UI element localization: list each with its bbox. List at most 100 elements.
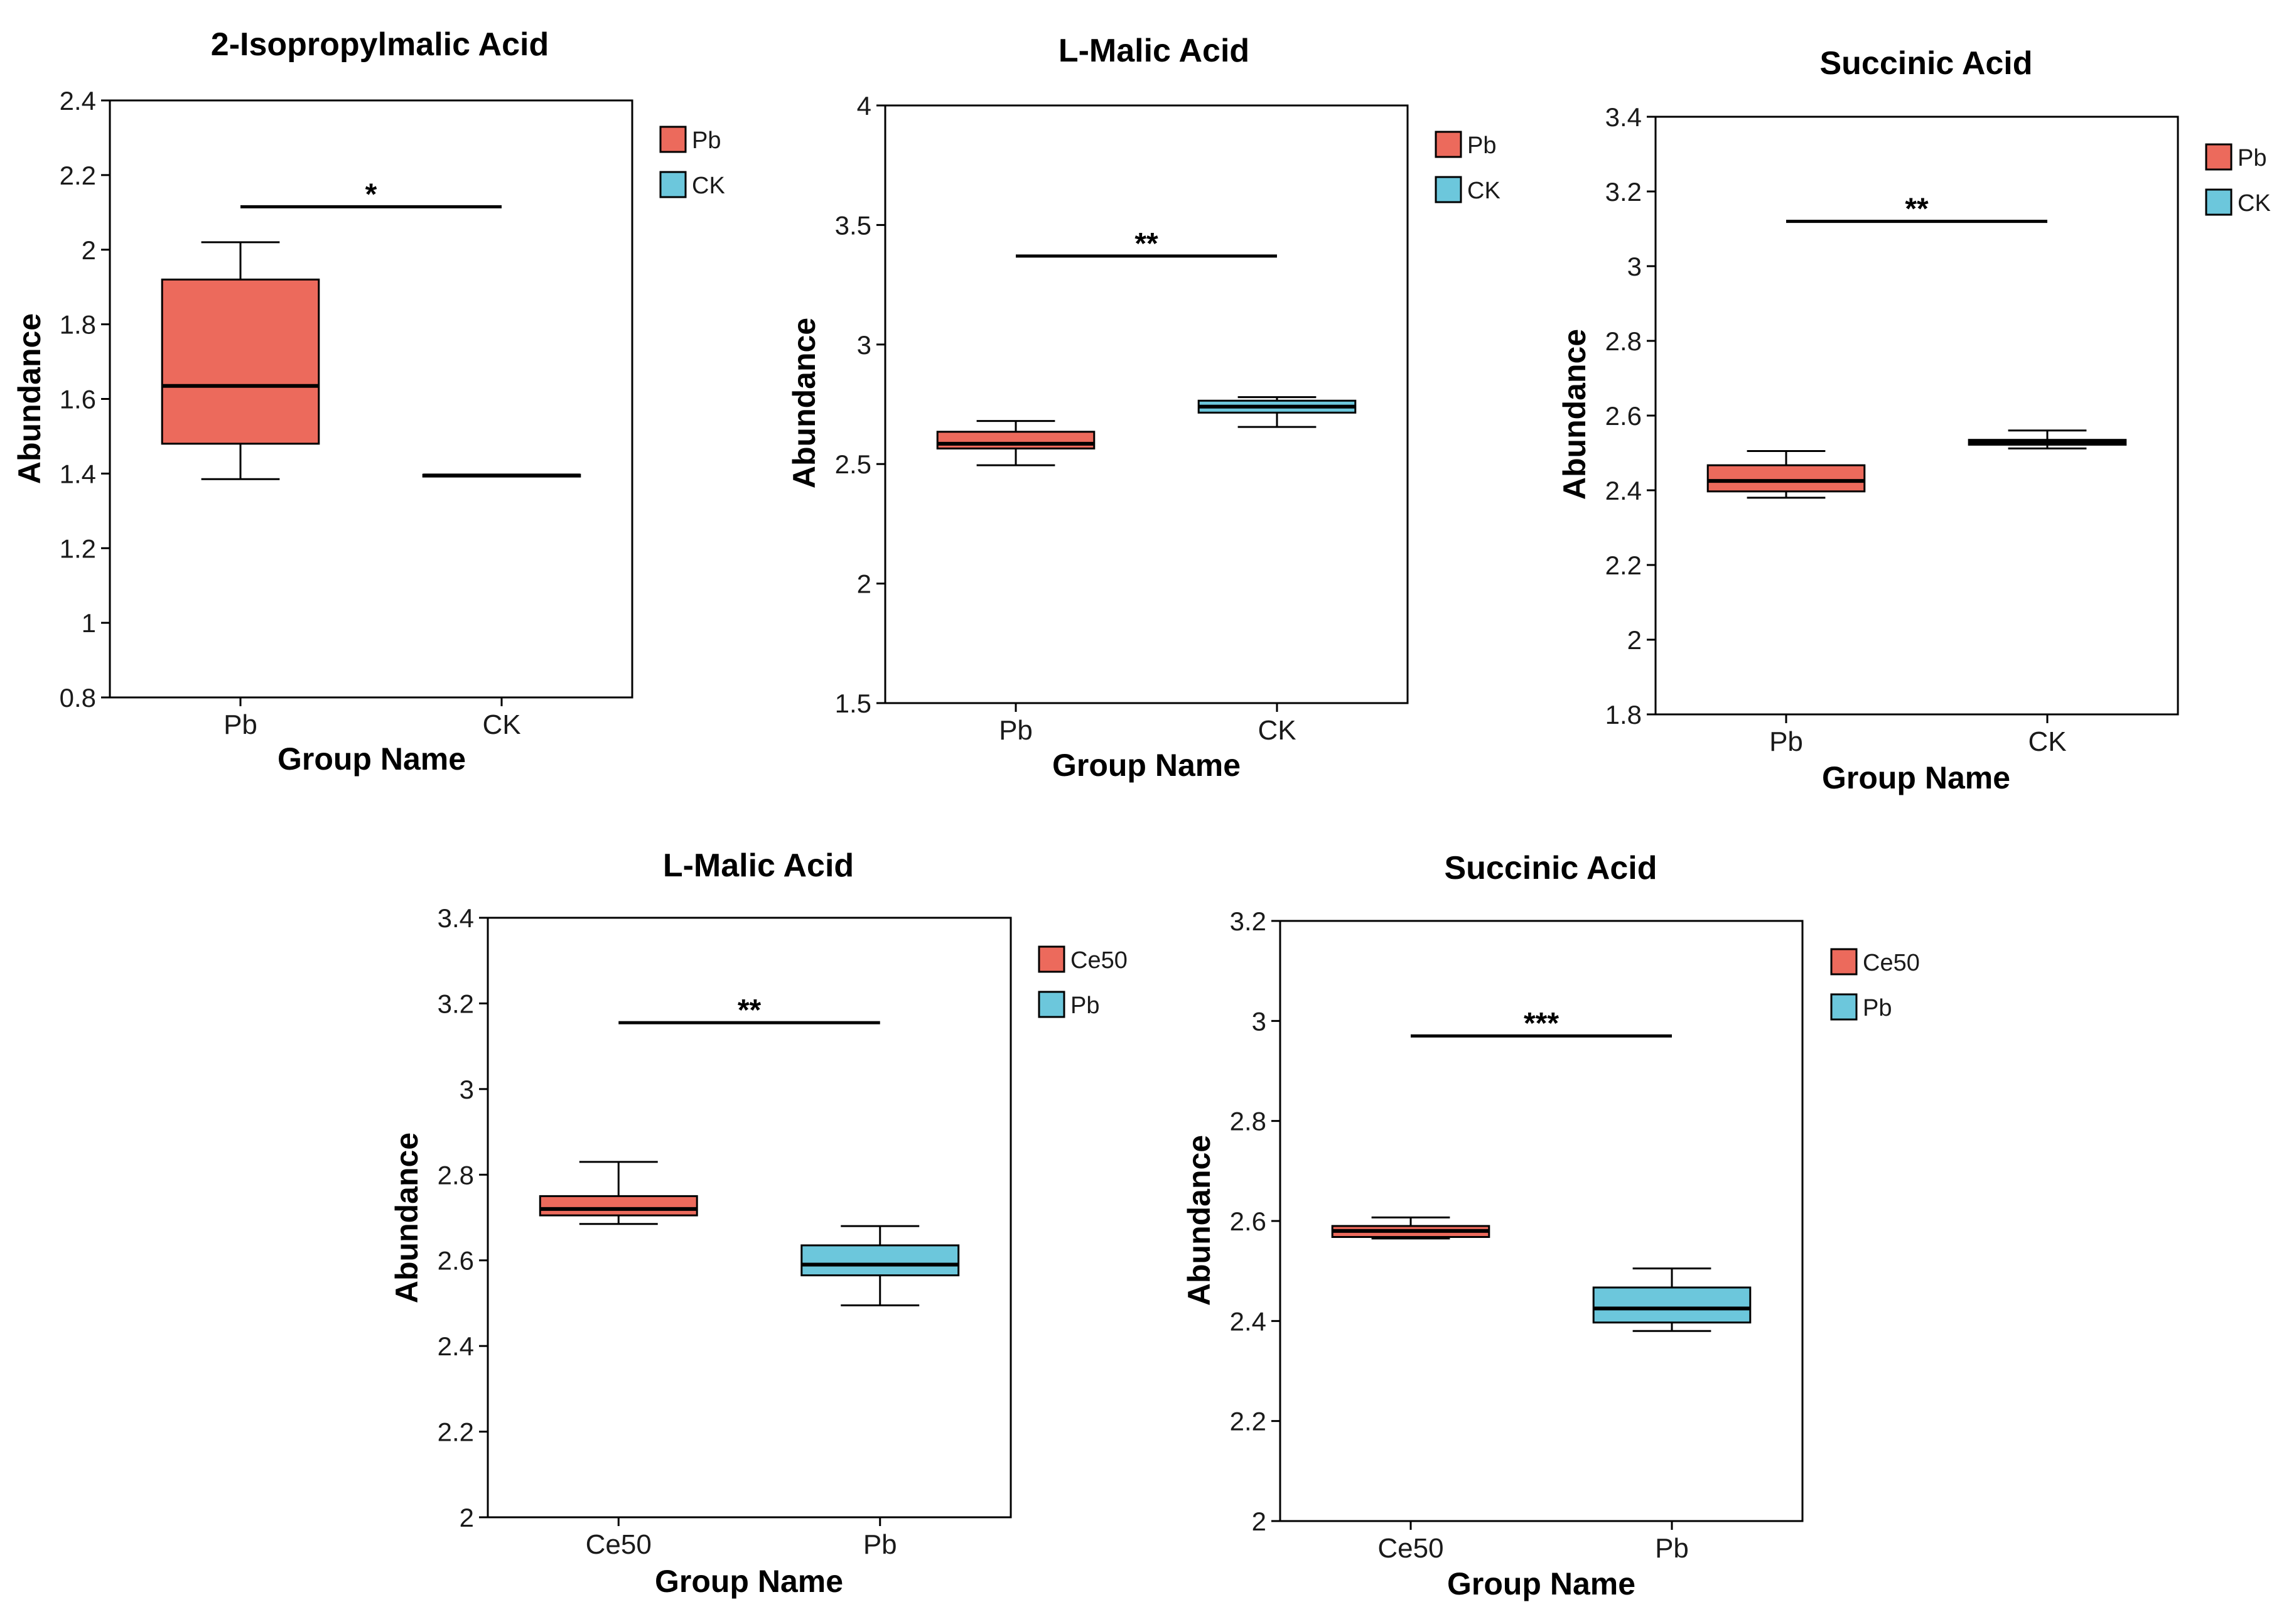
legend-label-ck: CK: [692, 173, 725, 199]
x-tick-label: Pb: [863, 1529, 897, 1560]
y-tick-label: 2.5: [835, 449, 871, 479]
y-tick-label: 1.6: [60, 385, 96, 414]
y-tick-label: 2.4: [60, 86, 96, 116]
significance-label: **: [1905, 193, 1929, 226]
legend-swatch-pb: [2205, 143, 2233, 171]
y-tick-label: 3: [460, 1075, 474, 1104]
y-tick-label: 2: [1627, 625, 1642, 655]
y-tick-label: 3.2: [1230, 906, 1266, 936]
y-axis-title: Abundance: [12, 313, 47, 484]
chart-title: L-Malic Acid: [1059, 33, 1249, 69]
y-tick-label: 0.8: [60, 683, 96, 713]
significance-label: **: [738, 994, 762, 1027]
y-tick-label: 3.2: [438, 989, 474, 1018]
y-tick-label: 2.2: [1230, 1407, 1266, 1436]
legend-label-pb: Pb: [692, 127, 721, 154]
panel-1: 2-Isopropylmalic Acid Abundance Group Na…: [12, 26, 725, 777]
panel-4: L-Malic Acid Abundance Group Name 2 2.2 2.…: [389, 847, 1128, 1599]
legend-swatch-pb: [1038, 991, 1065, 1018]
x-tick-label: Pb: [1769, 726, 1803, 757]
y-tick-label: 2: [460, 1503, 474, 1532]
box-iqr: [1592, 1286, 1752, 1324]
x-tick-label: Ce50: [1377, 1533, 1443, 1564]
x-tick-label: CK: [2028, 726, 2066, 757]
y-axis-title: Abundance: [1182, 1135, 1217, 1306]
legend-swatch-ck: [1435, 176, 1462, 203]
legend: Pb CK: [1435, 131, 1500, 204]
y-tick-label: 2.8: [1605, 326, 1642, 356]
legend-label-pb: Pb: [1863, 995, 1892, 1021]
y-tick-label: 3.5: [835, 210, 871, 240]
x-axis-title: Group Name: [1822, 760, 2010, 795]
x-axis-title: Group Name: [277, 741, 466, 777]
legend-label-ce50: Ce50: [1863, 950, 1920, 976]
box-ck: [1197, 396, 1357, 428]
legend: Ce50 Pb: [1830, 948, 1920, 1021]
legend-label-ck: CK: [1467, 178, 1500, 204]
legend-label-pb: Pb: [1070, 992, 1099, 1019]
chart-title: L-Malic Acid: [663, 847, 854, 884]
box-iqr: [936, 431, 1096, 449]
legend-swatch-ce50: [1830, 948, 1858, 976]
box-iqr: [800, 1244, 960, 1277]
plot-area: 2 2.2 2.4 2.6 2.8 3 3.2 Ce50 Pb ***: [1230, 906, 1804, 1564]
box-iqr: [161, 278, 320, 445]
x-tick-label: Pb: [224, 709, 257, 740]
legend-label-pb: Pb: [2238, 145, 2266, 171]
y-tick-label: 2.2: [438, 1417, 474, 1447]
legend: Pb CK: [659, 126, 725, 199]
panel-5: Succinic Acid Abundance Group Name 22.22…: [1182, 850, 1920, 1601]
plot-frame: [884, 104, 1409, 704]
legend-swatch-pb: [659, 126, 687, 153]
x-axis-title: Group Name: [655, 1564, 843, 1599]
plot-area: 2 2.2 2.4 2.6 2.8 3 3.2 3.4 Ce50 Pb **: [438, 903, 1012, 1560]
y-tick-label: 2.2: [60, 161, 96, 190]
x-tick-label: CK: [1258, 715, 1296, 746]
box-iqr: [539, 1195, 698, 1217]
y-tick-label: 2.6: [1230, 1207, 1266, 1236]
legend-swatch-ce50: [1038, 945, 1065, 973]
legend-swatch-pb: [1830, 993, 1858, 1021]
y-tick-label: 1: [82, 608, 96, 638]
box-ce50: [539, 1161, 698, 1225]
box-pb: [800, 1225, 960, 1306]
y-tick-label: 2: [82, 235, 96, 265]
y-tick-label: 2: [857, 569, 871, 599]
chart-title: Succinic Acid: [1444, 850, 1657, 886]
x-axis-title: Group Name: [1052, 748, 1241, 783]
plot-area: 1.5 2 2.5 3 3.5 4 Pb CK **: [835, 91, 1409, 746]
box-pb: [161, 241, 320, 480]
x-tick-label: Pb: [999, 715, 1033, 746]
box-pb: [1592, 1267, 1752, 1332]
y-tick-label: 3: [857, 330, 871, 360]
x-tick-label: CK: [482, 709, 520, 740]
y-tick-label: 2.4: [1605, 476, 1642, 505]
y-tick-label: 1.5: [835, 689, 871, 718]
box-iqr: [1706, 464, 1866, 493]
legend-label-ce50: Ce50: [1070, 947, 1128, 974]
x-axis-title: Group Name: [1447, 1566, 1635, 1601]
legend-swatch-pb: [1435, 131, 1462, 158]
chart-title: 2-Isopropylmalic Acid: [211, 26, 549, 63]
plot-area: 0.8 1 1.2 1.4 1.6 1.8 2 2.2 2.4 Pb CK *: [60, 86, 633, 740]
y-tick-label: 2.2: [1605, 551, 1642, 580]
y-tick-label: 2.4: [1230, 1306, 1266, 1336]
box-ce50: [1331, 1216, 1490, 1240]
panel-2: L-Malic Acid Abundance Group Name 1.5 2 2.…: [787, 33, 1500, 783]
y-tick-label: 2.8: [1230, 1107, 1266, 1136]
box-pb: [1706, 450, 1866, 499]
panel-3: Succinic Acid Abundance Group Name 1.8 2 2…: [1557, 45, 2271, 795]
significance-label: *: [365, 178, 377, 211]
legend-label-ck: CK: [2238, 190, 2271, 217]
legend: Pb CK: [2205, 143, 2271, 217]
y-tick-label: 2.8: [438, 1160, 474, 1190]
box-pb: [936, 420, 1096, 466]
legend-swatch-ck: [659, 171, 687, 198]
y-tick-label: 2.6: [1605, 401, 1642, 431]
y-tick-label: 2.4: [438, 1331, 474, 1361]
significance-label: ***: [1524, 1007, 1559, 1040]
legend: Ce50 Pb: [1038, 945, 1128, 1019]
significance-label: **: [1134, 227, 1158, 261]
y-tick-label: 1.4: [60, 459, 96, 488]
